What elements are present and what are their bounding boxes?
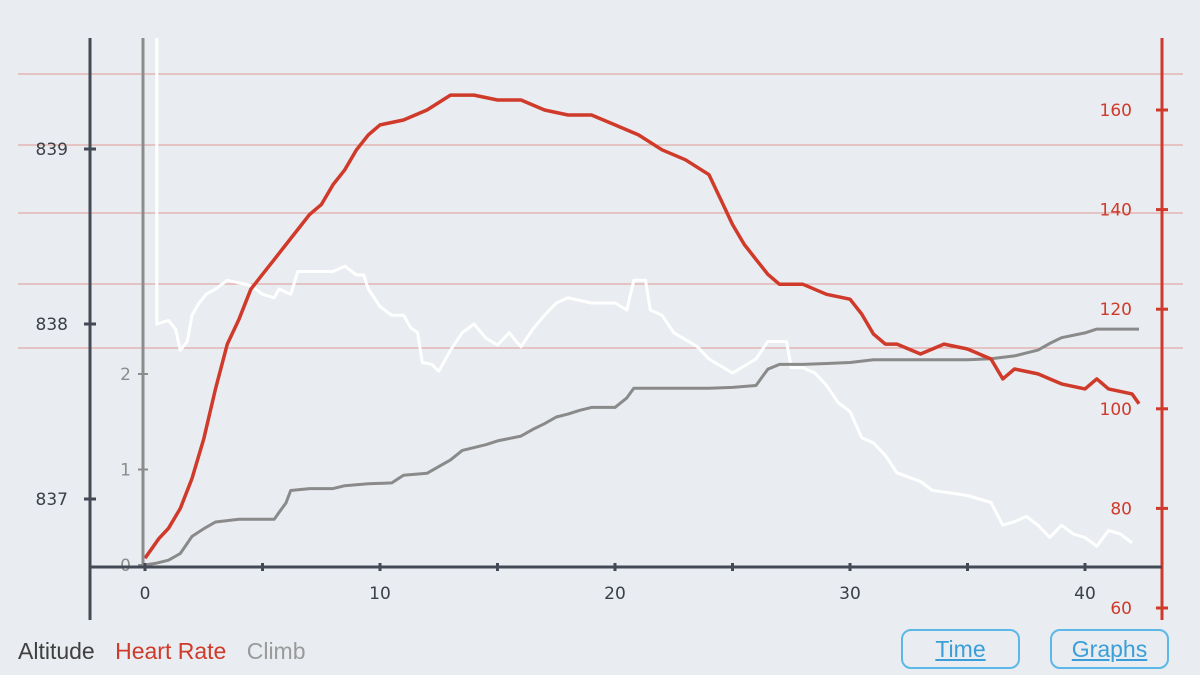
series-heart-rate-line	[143, 93, 1141, 560]
series-altitude-line	[155, 38, 1133, 548]
heart-rate-tick-label-160: 160	[1100, 101, 1132, 121]
heart-rate-tick-label-60: 60	[1110, 599, 1132, 619]
altitude-tick-label-839: 839	[36, 140, 68, 160]
legend-altitude[interactable]: Altitude	[18, 638, 95, 664]
series-layer	[143, 38, 1141, 567]
climb-tick-label-1: 1	[120, 461, 131, 481]
x-tick-label-40: 40	[1074, 584, 1096, 604]
series-climb-line	[144, 327, 1139, 567]
grid-lines	[18, 73, 1183, 349]
legend: Altitude Heart Rate Climb	[18, 638, 320, 665]
time-button[interactable]: Time	[901, 629, 1020, 669]
legend-climb[interactable]: Climb	[246, 638, 306, 664]
heart-rate-tick-label-140: 140	[1100, 201, 1132, 221]
x-tick-label-0: 0	[140, 584, 151, 604]
climb-tick-label-2: 2	[120, 365, 131, 385]
graphs-button[interactable]: Graphs	[1050, 629, 1169, 669]
heart-rate-tick-label-80: 80	[1110, 499, 1132, 519]
legend-heart-rate[interactable]: Heart Rate	[115, 638, 227, 664]
altitude-tick-label-838: 838	[36, 315, 68, 335]
x-tick-label-10: 10	[369, 584, 391, 604]
x-tick-label-30: 30	[839, 584, 861, 604]
axes: 8378388390126080100120140160010203040	[36, 38, 1168, 620]
heart-rate-tick-label-120: 120	[1100, 300, 1132, 320]
x-tick-label-20: 20	[604, 584, 626, 604]
altitude-tick-label-837: 837	[36, 490, 68, 510]
heart-rate-tick-label-100: 100	[1100, 400, 1132, 420]
